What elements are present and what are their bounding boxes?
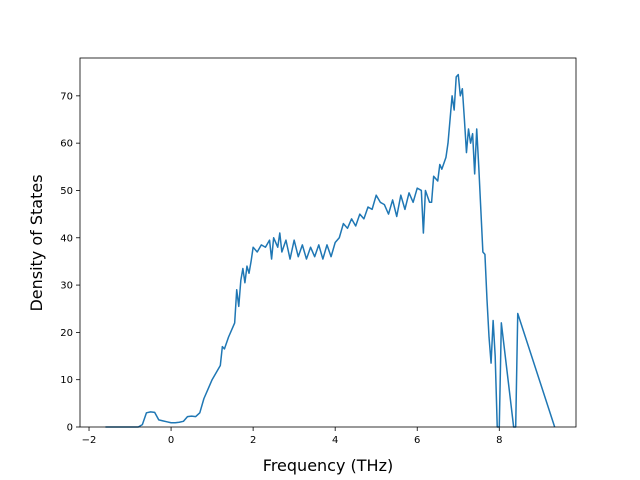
x-tick-label: 6 — [414, 435, 420, 446]
x-tick-label: −2 — [82, 435, 97, 446]
x-tick-label: 2 — [250, 435, 256, 446]
plot-frame — [79, 57, 577, 428]
x-tick-label: 4 — [332, 435, 338, 446]
y-tick-label: 30 — [60, 281, 73, 292]
data-line — [105, 73, 556, 428]
y-tick-label: 20 — [60, 328, 73, 339]
y-tick-label: 40 — [60, 233, 73, 244]
y-tick-label: 0 — [67, 423, 73, 434]
y-tick-label: 10 — [60, 375, 73, 386]
x-tick-label: 8 — [496, 435, 502, 446]
y-tick-label: 50 — [60, 186, 73, 197]
x-tick-label: 0 — [168, 435, 174, 446]
y-tick-label: 70 — [60, 91, 73, 102]
y-axis-label: Density of States — [27, 174, 46, 311]
x-axis-label: Frequency (THz) — [263, 456, 393, 475]
y-tick-label: 60 — [60, 139, 73, 150]
